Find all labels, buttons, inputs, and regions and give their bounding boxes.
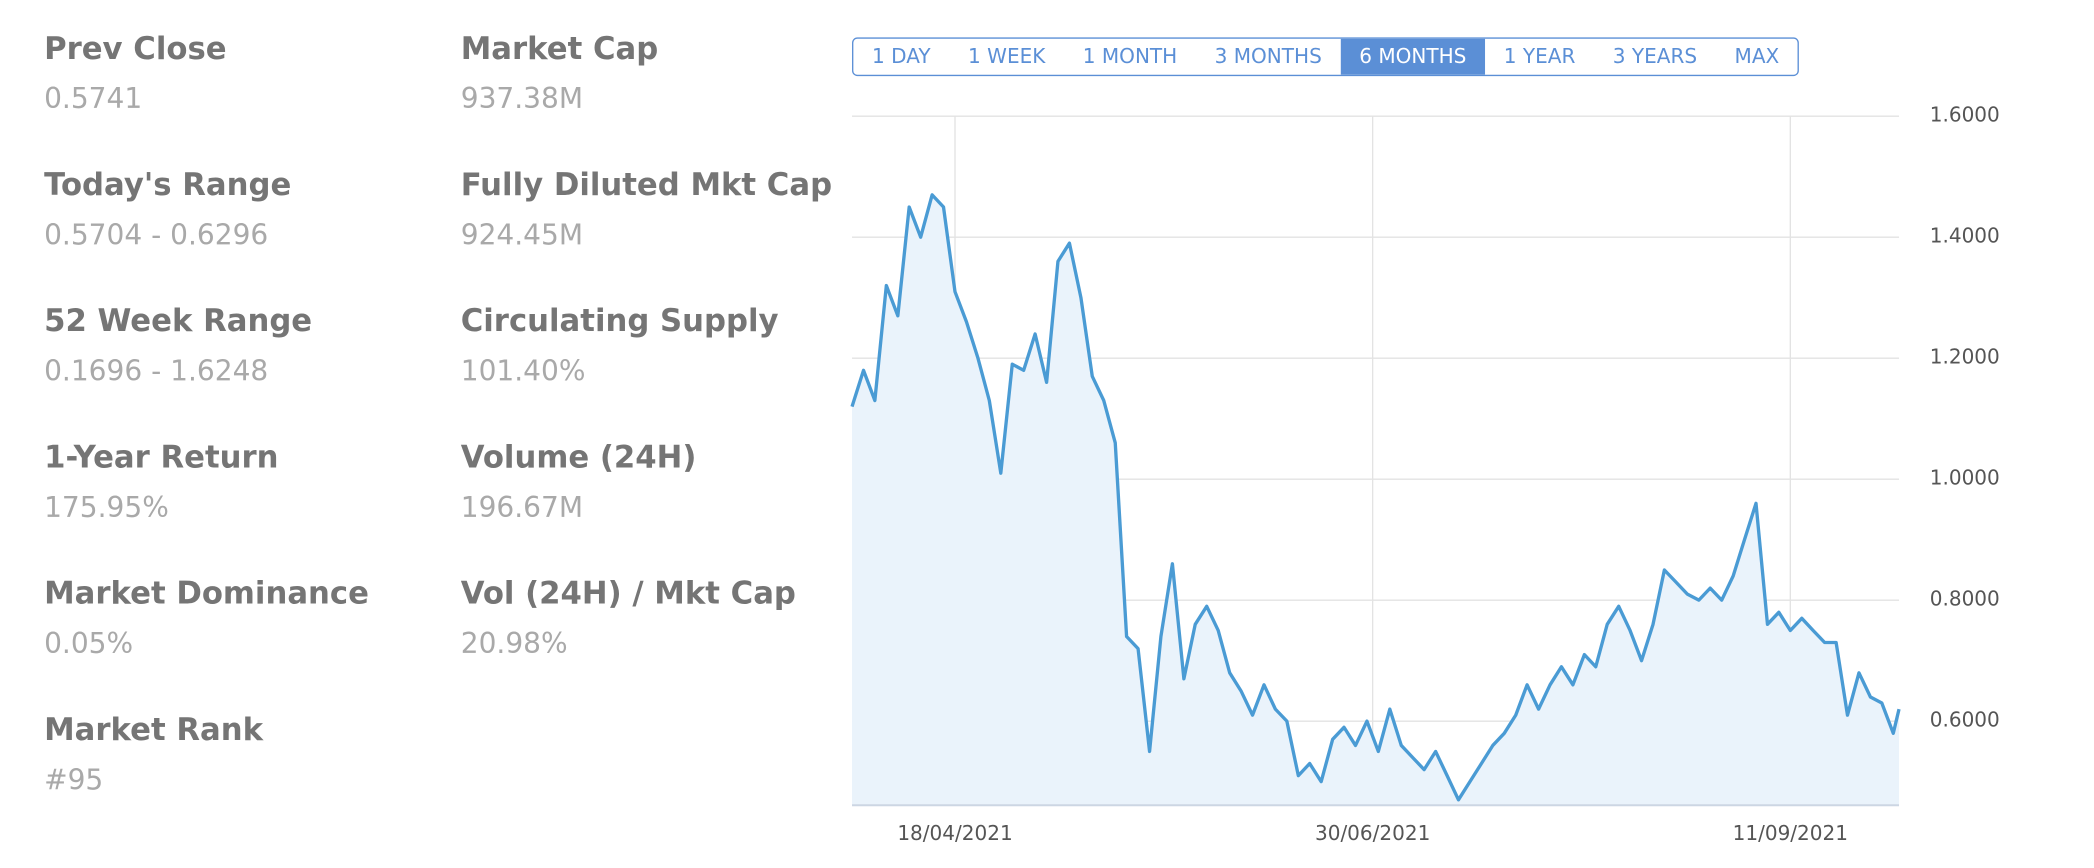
- stat-label: Circulating Supply: [460, 304, 779, 340]
- y-tick-label: 1.4000: [1930, 224, 2000, 248]
- stat-value: 0.5741: [44, 82, 143, 115]
- y-tick-label: 0.6000: [1930, 708, 2000, 732]
- stat-value: 0.05%: [44, 627, 134, 660]
- y-tick-label: 0.8000: [1930, 587, 2000, 611]
- stat-value: 196.67M: [460, 491, 584, 524]
- stat-label: Fully Diluted Mkt Cap: [460, 168, 833, 203]
- x-tick-label: 30/06/2021: [1315, 821, 1430, 845]
- y-tick-label: 1.2000: [1930, 345, 2000, 369]
- y-tick-label: 1.6000: [1930, 103, 2000, 127]
- stat-value: 20.98%: [460, 627, 568, 660]
- range-tab[interactable]: MAX: [1734, 44, 1780, 69]
- range-tab[interactable]: 1 MONTH: [1082, 44, 1178, 69]
- area-fill: [852, 194, 1900, 806]
- range-tab[interactable]: 3 MONTHS: [1214, 44, 1322, 69]
- stat-label: 52 Week Range: [44, 304, 313, 340]
- price-line: [850, 193, 1901, 802]
- stat-value: 0.5704 - 0.6296: [44, 219, 269, 252]
- stat-value: 924.45M: [460, 219, 584, 252]
- stat-label: Market Dominance: [44, 576, 369, 612]
- stat-value: 0.1696 - 1.6248: [44, 355, 269, 388]
- stat-label: Prev Close: [44, 32, 227, 67]
- x-tick-label: 11/09/2021: [1733, 821, 1848, 845]
- stat-value: #95: [44, 763, 104, 796]
- range-tab[interactable]: 1 WEEK: [968, 44, 1046, 69]
- range-tab[interactable]: 6 MONTHS: [1340, 38, 1486, 75]
- stat-value: 175.95%: [44, 491, 169, 524]
- stat-value: 937.38M: [460, 82, 584, 115]
- range-tab[interactable]: 1 YEAR: [1503, 44, 1576, 69]
- stat-label: Volume (24H): [460, 440, 697, 476]
- stat-label: Vol (24H) / Mkt Cap: [460, 576, 796, 612]
- stat-label: 1-Year Return: [44, 440, 279, 476]
- y-tick-label: 1.0000: [1930, 466, 2000, 490]
- range-tabs: 1 DAY 1 WEEK 1 MONTH 3 MONTHS 6 MONTHS 1 YEAR…: [852, 37, 1800, 77]
- stat-value: 101.40%: [460, 355, 586, 388]
- stat-label: Market Rank: [44, 713, 264, 748]
- x-tick-label: 18/04/2021: [897, 821, 1012, 845]
- range-tab[interactable]: 1 DAY: [872, 44, 931, 69]
- stat-label: Market Cap: [460, 32, 659, 67]
- range-tab[interactable]: 3 YEARS: [1612, 44, 1698, 69]
- stat-label: Today's Range: [44, 168, 292, 203]
